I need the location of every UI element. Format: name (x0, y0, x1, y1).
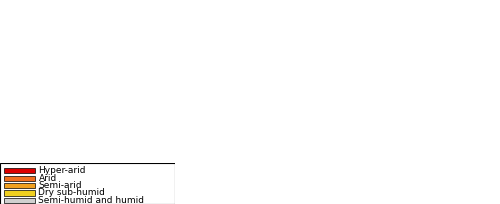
Text: Arid: Arid (38, 174, 57, 183)
Bar (4, 190, 35, 196)
Bar (4, 183, 35, 188)
Bar (4, 168, 35, 173)
Bar (4, 198, 35, 203)
Text: Hyper-arid: Hyper-arid (38, 166, 86, 175)
Text: Semi-arid: Semi-arid (38, 181, 82, 190)
Text: Semi-humid and humid: Semi-humid and humid (38, 196, 144, 204)
Bar (4, 176, 35, 181)
Text: Dry sub-humid: Dry sub-humid (38, 188, 106, 197)
